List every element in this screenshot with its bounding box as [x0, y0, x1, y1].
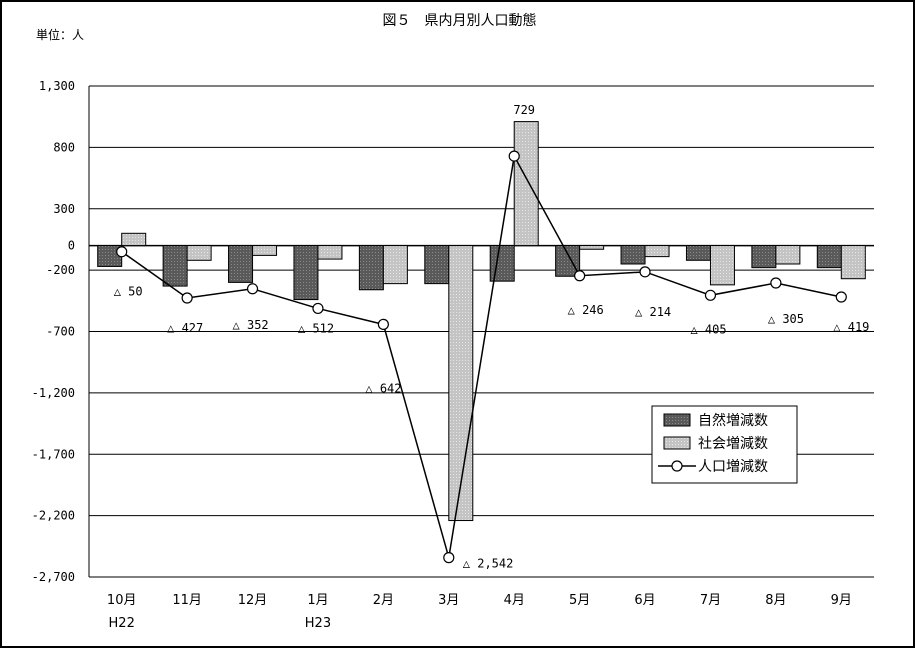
bar-natural [685, 245, 711, 261]
bar-social [709, 245, 735, 286]
unit-label: 単位：人 [36, 28, 85, 42]
bar-natural [751, 245, 777, 269]
bar-natural [162, 245, 188, 287]
point-population [835, 291, 847, 303]
point-population [508, 150, 520, 162]
x-tick-label: 12月 [238, 593, 268, 608]
bar-natural [228, 245, 254, 283]
bar-natural [620, 245, 646, 265]
bar-social [644, 245, 670, 258]
bar-natural [293, 245, 319, 301]
bar-social [513, 121, 539, 247]
bar-natural [424, 245, 450, 285]
point-population [246, 283, 259, 295]
legend-swatch [663, 413, 691, 427]
x-tick-label: 8月 [765, 593, 786, 608]
point-label: △ 405 [690, 322, 726, 336]
bar-social [186, 245, 212, 261]
x-tick-label: 4月 [504, 593, 525, 608]
point-label: △ 2,542 [463, 557, 514, 571]
point-label: 729 [513, 103, 535, 117]
y-tick-label: 1,300 [39, 79, 75, 93]
y-tick-label: -700 [46, 325, 75, 339]
point-population [770, 277, 782, 289]
bar-social [840, 245, 866, 280]
point-population [377, 318, 389, 330]
point-population [181, 292, 193, 304]
bar-natural [489, 245, 515, 282]
bar-social [448, 245, 474, 522]
y-tick-label: 800 [53, 140, 75, 154]
y-tick-label: -200 [46, 263, 75, 277]
y-tick-label: -1,700 [32, 447, 75, 461]
bar-natural [816, 245, 842, 269]
point-label: △ 50 [114, 285, 143, 299]
x-tick-label: 10月 [107, 593, 137, 608]
x-tick-label: 6月 [634, 593, 655, 608]
bar-social [775, 245, 801, 265]
legend-label: 自然増減数 [698, 412, 768, 429]
y-tick-label: 300 [53, 202, 75, 216]
point-label: △ 427 [167, 321, 203, 335]
bar-natural [555, 245, 581, 277]
x-tick-label: 11月 [172, 593, 202, 608]
bar-social [317, 245, 343, 260]
legend-swatch [663, 436, 691, 450]
x-tick-sublabel: H22 [109, 616, 135, 631]
bar-social [121, 232, 147, 247]
point-label: △ 305 [768, 312, 804, 326]
legend-label: 人口増減数 [698, 458, 768, 475]
legend-marker [671, 460, 683, 472]
x-tick-label: 1月 [307, 593, 328, 608]
y-tick-label: -2,200 [32, 509, 75, 523]
y-tick-label: -2,700 [32, 570, 75, 584]
y-tick-label: -1,200 [32, 386, 75, 400]
line-population [121, 153, 842, 558]
bar-social [252, 245, 278, 256]
bar-social [382, 245, 408, 285]
point-label: △ 419 [833, 320, 869, 334]
point-label: △ 246 [568, 303, 604, 317]
point-label: △ 214 [635, 305, 671, 319]
legend-label: 社会増減数 [698, 435, 768, 452]
point-population [639, 266, 651, 278]
x-tick-label: 7月 [700, 593, 721, 608]
point-label: △ 352 [233, 318, 269, 332]
x-tick-label: 5月 [569, 593, 590, 608]
point-population [704, 289, 717, 301]
x-tick-sublabel: H23 [305, 616, 331, 631]
point-population [312, 302, 324, 315]
point-population [443, 552, 455, 564]
point-label: △ 642 [365, 381, 401, 395]
point-population [574, 270, 586, 282]
point-label: △ 512 [298, 321, 334, 335]
x-tick-label: 9月 [831, 593, 852, 608]
x-tick-label: 2月 [373, 593, 394, 608]
point-population [116, 246, 128, 258]
bar-social [579, 245, 605, 250]
x-tick-label: 3月 [438, 593, 459, 608]
bar-natural [358, 245, 384, 291]
chart-title: 図５ 県内月別人口動態 [382, 13, 537, 29]
y-tick-label: 0 [68, 239, 75, 253]
